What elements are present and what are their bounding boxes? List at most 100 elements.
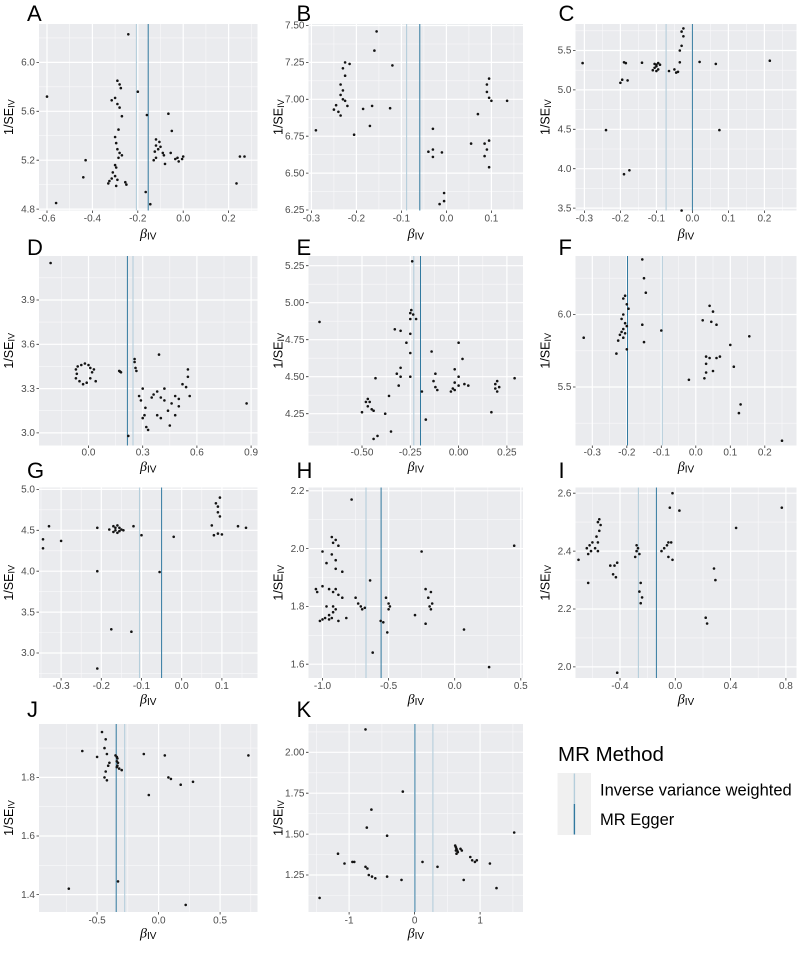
svg-text:βIV: βIV — [139, 927, 157, 943]
svg-text:-0.2: -0.2 — [93, 681, 111, 692]
svg-text:-0.1: -0.1 — [653, 448, 671, 459]
svg-text:5.2: 5.2 — [21, 155, 35, 166]
svg-text:4.5: 4.5 — [21, 526, 35, 537]
svg-text:3.5: 3.5 — [558, 203, 572, 214]
svg-text:0.0: 0.0 — [82, 448, 96, 459]
svg-text:0.2: 0.2 — [758, 448, 772, 459]
svg-text:6.50: 6.50 — [285, 168, 305, 179]
svg-text:4.0: 4.0 — [21, 566, 35, 577]
svg-text:4.8: 4.8 — [21, 204, 35, 215]
svg-text:5.00: 5.00 — [285, 298, 305, 309]
svg-text:0.1: 0.1 — [484, 214, 498, 225]
svg-text:-0.3: -0.3 — [52, 681, 70, 692]
svg-text:J: J — [27, 697, 38, 722]
svg-text:0.0: 0.0 — [448, 681, 462, 692]
svg-text:6.0: 6.0 — [558, 310, 572, 321]
svg-text:4.25: 4.25 — [285, 409, 305, 420]
svg-text:0.1: 0.1 — [721, 214, 735, 225]
svg-text:4.0: 4.0 — [558, 164, 572, 175]
svg-text:0.0: 0.0 — [689, 448, 703, 459]
svg-text:1.6: 1.6 — [291, 659, 305, 670]
svg-text:βIV: βIV — [677, 693, 695, 709]
svg-text:-0.1: -0.1 — [393, 214, 411, 225]
svg-text:1.6: 1.6 — [21, 831, 35, 842]
svg-text:-0.2: -0.2 — [612, 214, 630, 225]
svg-text:2.6: 2.6 — [558, 488, 572, 499]
svg-text:5.0: 5.0 — [21, 485, 35, 496]
svg-text:βIV: βIV — [139, 693, 157, 709]
svg-text:G: G — [27, 458, 44, 483]
svg-text:1/SEIV: 1/SEIV — [2, 565, 17, 601]
svg-text:5.6: 5.6 — [21, 107, 35, 118]
svg-text:βIV: βIV — [139, 460, 157, 476]
svg-text:βIV: βIV — [407, 460, 425, 476]
svg-text:-0.6: -0.6 — [38, 214, 56, 225]
svg-text:B: B — [297, 1, 312, 26]
svg-text:7.50: 7.50 — [285, 21, 305, 32]
svg-text:2.0: 2.0 — [558, 662, 572, 673]
svg-text:2.4: 2.4 — [558, 546, 572, 557]
svg-text:1.25: 1.25 — [285, 870, 305, 881]
svg-text:5.5: 5.5 — [558, 46, 572, 57]
svg-text:1/SEIV: 1/SEIV — [2, 333, 17, 369]
svg-text:E: E — [297, 235, 312, 260]
svg-text:MR Egger: MR Egger — [600, 811, 675, 829]
svg-text:1/SEIV: 1/SEIV — [272, 99, 287, 135]
svg-text:5.5: 5.5 — [558, 382, 572, 393]
svg-text:1.4: 1.4 — [21, 890, 35, 901]
svg-text:1.8: 1.8 — [291, 602, 305, 613]
svg-text:0.0: 0.0 — [175, 681, 189, 692]
svg-text:6.25: 6.25 — [285, 205, 305, 216]
svg-text:-0.2: -0.2 — [348, 214, 366, 225]
svg-text:0.8: 0.8 — [779, 681, 793, 692]
svg-text:-0.2: -0.2 — [618, 448, 636, 459]
svg-text:1/SEIV: 1/SEIV — [2, 99, 17, 135]
svg-text:A: A — [27, 1, 42, 26]
svg-text:Inverse variance weighted: Inverse variance weighted — [600, 781, 792, 799]
svg-text:4.50: 4.50 — [285, 372, 305, 383]
svg-text:2.0: 2.0 — [291, 544, 305, 555]
svg-text:-0.3: -0.3 — [576, 214, 594, 225]
svg-text:1.8: 1.8 — [21, 773, 35, 784]
svg-text:4.75: 4.75 — [285, 335, 305, 346]
svg-text:3.5: 3.5 — [21, 607, 35, 618]
svg-text:3.6: 3.6 — [21, 340, 35, 351]
svg-text:0.00: 0.00 — [449, 448, 469, 459]
svg-text:0.5: 0.5 — [514, 681, 528, 692]
svg-text:0.2: 0.2 — [222, 214, 236, 225]
svg-text:1/SEIV: 1/SEIV — [539, 99, 554, 135]
svg-text:0: 0 — [412, 916, 418, 927]
svg-text:4.5: 4.5 — [558, 125, 572, 136]
svg-text:0.1: 0.1 — [215, 681, 229, 692]
svg-text:C: C — [559, 1, 575, 26]
svg-text:-0.1: -0.1 — [648, 214, 666, 225]
svg-text:0.5: 0.5 — [213, 916, 227, 927]
svg-text:βIV: βIV — [677, 460, 695, 476]
svg-text:1/SEIV: 1/SEIV — [272, 333, 287, 369]
svg-text:1/SEIV: 1/SEIV — [272, 800, 287, 836]
svg-text:H: H — [297, 458, 313, 483]
svg-text:-0.25: -0.25 — [399, 448, 422, 459]
svg-text:3.3: 3.3 — [21, 384, 35, 395]
svg-text:-0.4: -0.4 — [611, 681, 629, 692]
svg-text:0.0: 0.0 — [685, 214, 699, 225]
svg-text:1/SEIV: 1/SEIV — [539, 565, 554, 601]
svg-text:-0.3: -0.3 — [303, 214, 321, 225]
svg-text:0.0: 0.0 — [439, 214, 453, 225]
svg-text:I: I — [559, 458, 565, 483]
svg-text:-0.5: -0.5 — [380, 681, 398, 692]
svg-text:βIV: βIV — [407, 693, 425, 709]
svg-text:-0.1: -0.1 — [133, 681, 151, 692]
svg-text:3.0: 3.0 — [21, 648, 35, 659]
svg-text:-0.3: -0.3 — [584, 448, 602, 459]
svg-text:-1: -1 — [345, 916, 354, 927]
svg-text:MR Method: MR Method — [558, 743, 664, 766]
svg-text:3.9: 3.9 — [21, 295, 35, 306]
svg-text:-0.50: -0.50 — [351, 448, 374, 459]
svg-text:βIV: βIV — [407, 927, 425, 943]
svg-text:6.0: 6.0 — [21, 58, 35, 69]
svg-text:0.6: 0.6 — [190, 448, 204, 459]
svg-text:1: 1 — [477, 916, 483, 927]
svg-text:-0.2: -0.2 — [129, 214, 147, 225]
svg-text:0.1: 0.1 — [723, 448, 737, 459]
